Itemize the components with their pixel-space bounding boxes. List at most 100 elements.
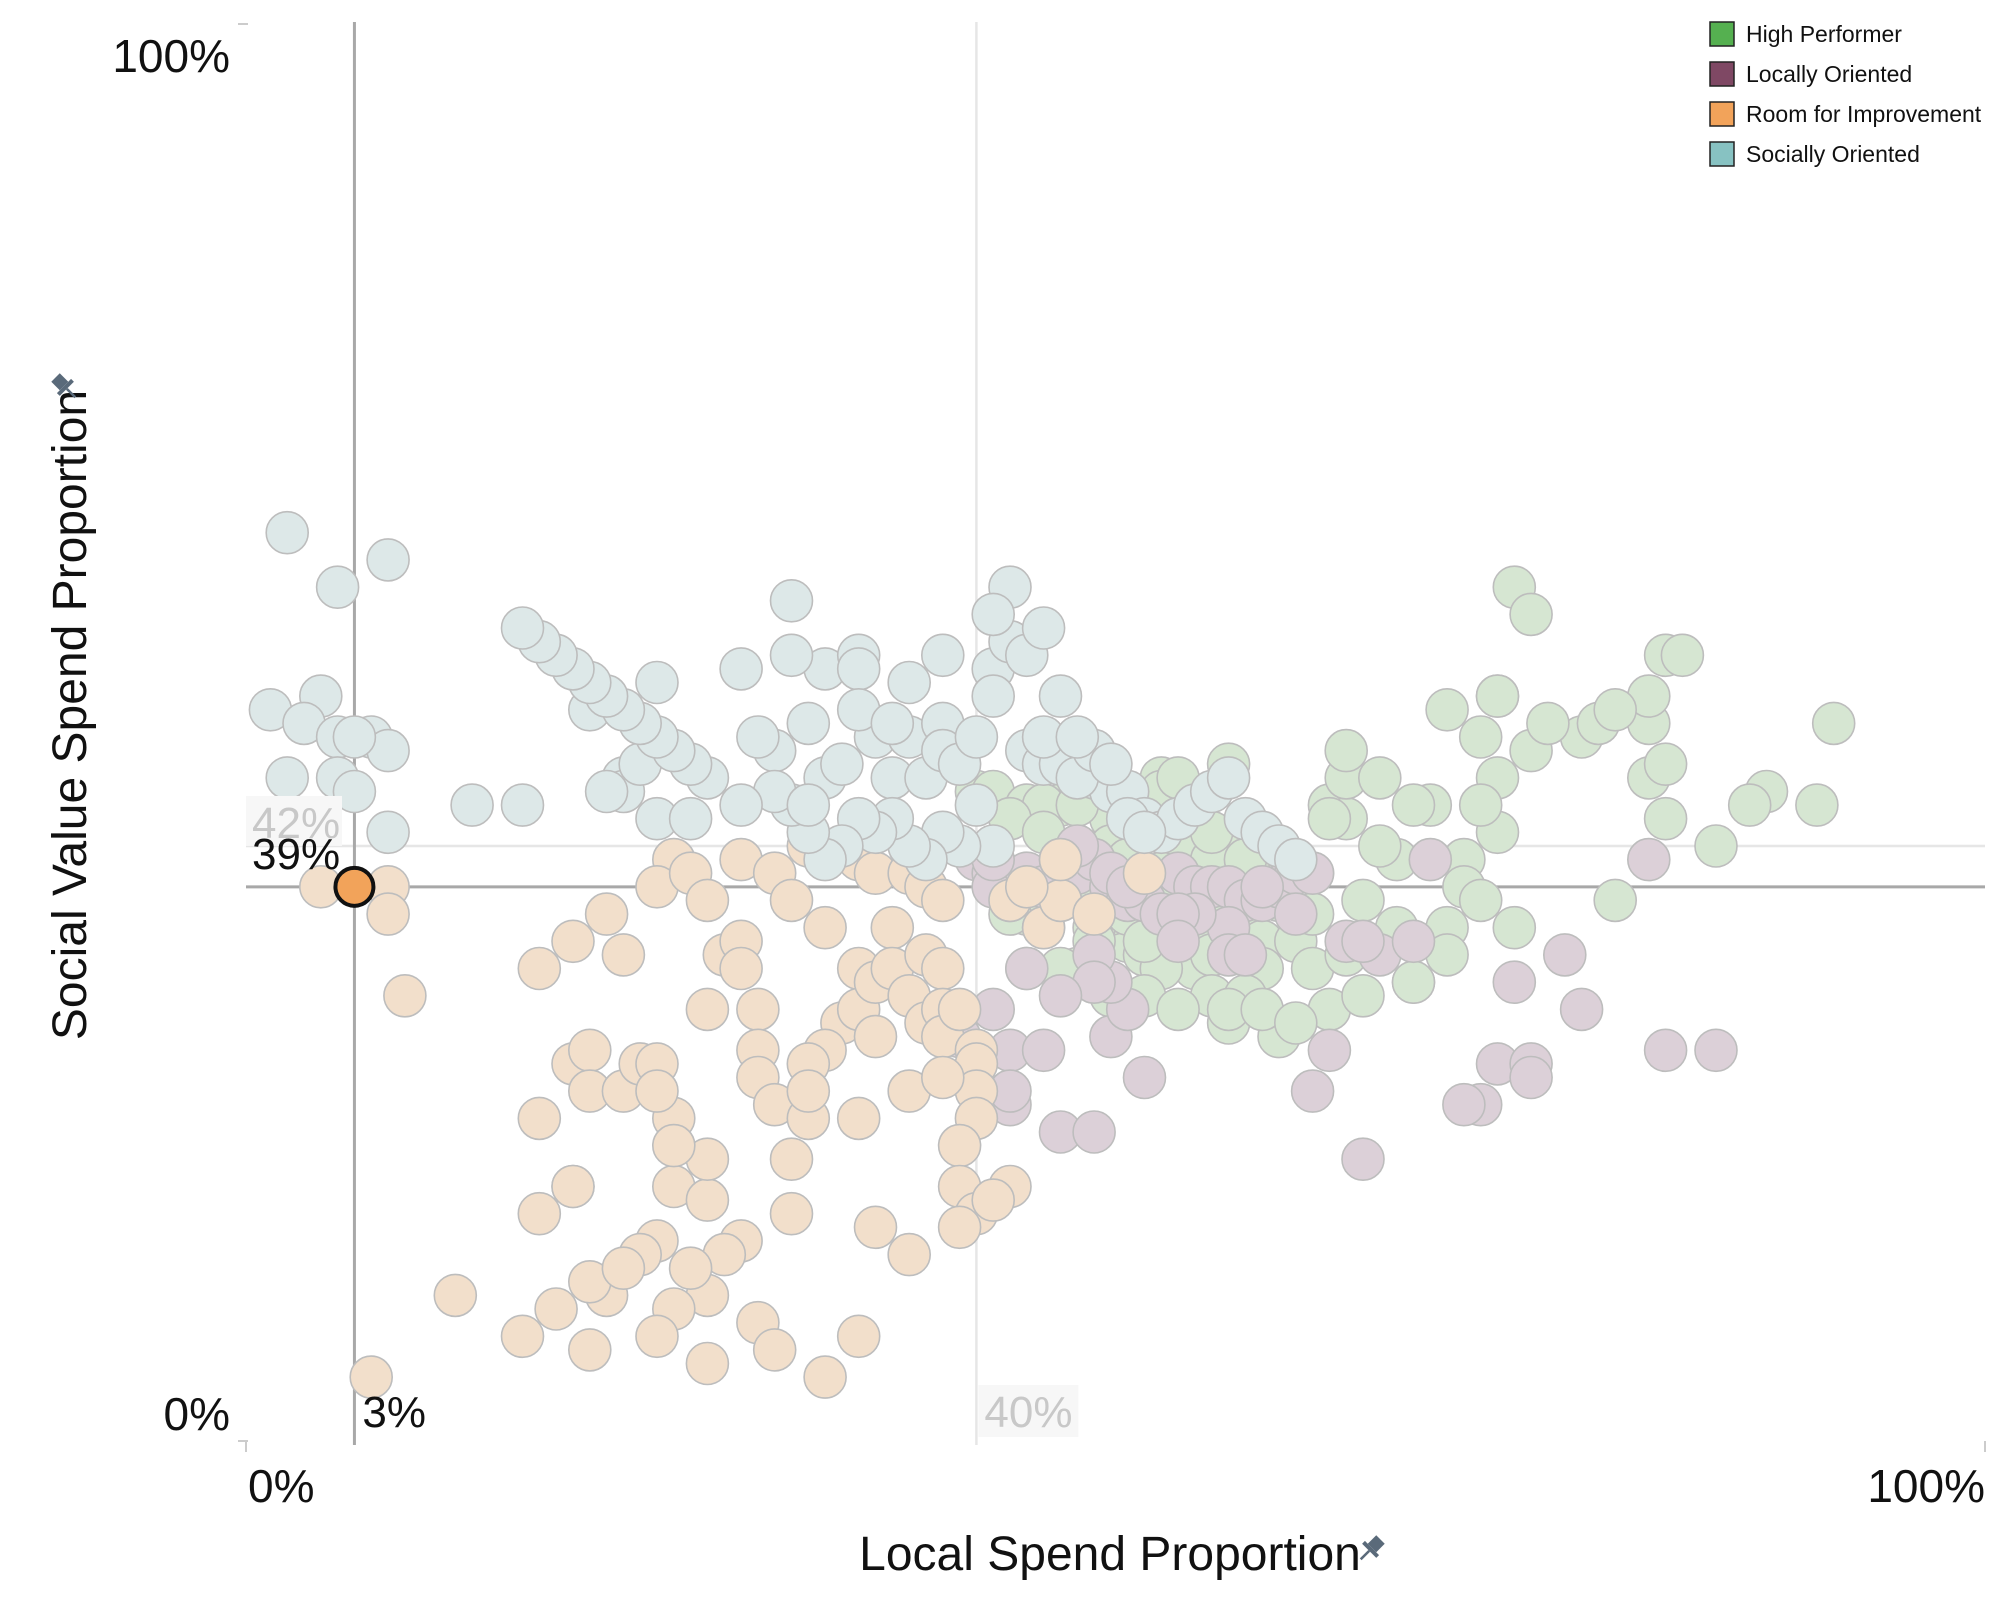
high-performer-point [1694,824,1738,868]
locally-oriented-point [1072,1110,1116,1154]
socially-oriented-point [1274,837,1318,882]
room-for-improvement-point [870,905,915,950]
highlight-point-group [333,865,376,908]
room-for-improvement-point [853,1205,898,1250]
high-performer-point [1274,1001,1318,1045]
room-for-improvement-point [349,1355,394,1399]
room-for-improvement-point [786,1069,831,1113]
room-for-improvement-point [534,1287,578,1331]
x-axis-title: Local Spend Proportion [859,1528,1361,1581]
room-for-improvement-point [836,1096,881,1141]
high-performer-point [1795,783,1839,827]
room-for-improvement-point [1038,837,1083,882]
socially-oriented-point [1089,742,1133,787]
y-tick-label: 0% [164,1388,230,1440]
room-for-improvement-point [517,1191,562,1236]
socially-oriented-point [668,796,713,841]
high-performer-point [1492,905,1537,950]
highlighted-point [333,865,376,908]
locally-oriented-point [1307,1028,1352,1073]
legend-swatch-high-performer [1709,21,1735,47]
socially-oriented-point [366,810,410,855]
socially-oriented-point [500,783,545,827]
x-axis-pin-icon [1359,1535,1385,1561]
room-for-improvement-point [551,919,595,964]
room-for-improvement-point [920,946,965,991]
locally-oriented-point [1492,960,1537,1005]
locally-oriented-point [1341,919,1385,964]
high-performer-point [1593,687,1637,732]
socially-oriented-point [1038,674,1083,718]
room-for-improvement-point [887,1232,932,1277]
socially-oriented-point [265,510,310,555]
locally-oriented-point [1543,933,1587,977]
legend-label-high-performer: High Performer [1746,21,1902,47]
socially-oriented-point [971,592,1016,637]
locally-oriented-point [1643,1028,1688,1073]
locally-oriented-point [1240,864,1284,909]
socially-oriented-point [887,660,932,705]
legend-swatch-socially-oriented [1709,141,1735,167]
high-performer-point [1391,960,1436,1005]
high-performer-point [1727,783,1772,827]
high-performer-point [1475,674,1520,718]
socially-oriented-point [786,701,831,746]
locally-oriented-point [1408,837,1453,882]
socially-oriented-point [954,783,999,827]
socially-oriented-point [1122,810,1167,855]
room-for-improvement-point [601,933,646,977]
high-performer-point [1358,824,1402,868]
high-performer-point [1593,878,1637,923]
room-for-improvement-point [668,1246,713,1290]
locally-oriented-point [1391,919,1436,964]
room-for-improvement-point [1072,892,1116,936]
room-for-improvement-point [937,987,982,1032]
high-performer-point [1156,987,1200,1032]
room-for-improvement-point [803,905,847,950]
x-tick-label: 0% [248,1460,314,1512]
room-for-improvement-point [635,1069,679,1113]
room-for-improvement-point [651,1123,696,1168]
locally-oriented-point [1694,1028,1738,1073]
locally-oriented-point [1290,1069,1335,1113]
socially-oriented-point [820,742,864,787]
socially-oriented-point [500,606,545,650]
socially-oriented-point [836,647,881,691]
socially-oriented-point [1206,756,1251,800]
highlight-x-label: 3% [362,1388,426,1437]
room-for-improvement-point [433,1273,478,1318]
high-performer-point [1643,742,1688,787]
socially-oriented-point [719,783,763,827]
high-performer-point [1811,701,1856,746]
room-for-improvement-point [685,987,730,1032]
room-for-improvement-point [551,1164,595,1209]
socially-oriented-point [954,715,999,759]
room-for-improvement-point [853,1014,898,1059]
room-for-improvement-point [752,1328,797,1372]
tick-and-reference-labels: 42% 40% 39% 3% 0% 100% 0% 100% [112,30,1985,1512]
legend-label-locally-oriented: Locally Oriented [1746,61,1912,87]
high-performer-point [1307,796,1352,841]
locally-oriented-point [1341,1137,1385,1181]
room-for-improvement-point [685,1178,730,1222]
socially-oriented-point [332,715,377,759]
high-performer-point [1358,756,1402,800]
legend-label-socially-oriented: Socially Oriented [1746,141,1920,167]
room-for-improvement-point [567,1328,612,1372]
high-performer-point [1324,728,1368,773]
socially-oriented-point [584,769,629,814]
room-for-improvement-point [769,1191,814,1236]
scatter-points [248,510,1856,1399]
socially-oriented-point [786,783,831,827]
high-performer-point [1660,633,1705,678]
locally-oriented-point [1156,919,1200,964]
locally-oriented-point [1442,1082,1486,1127]
room-for-improvement-point [971,1178,1016,1222]
room-for-improvement-point [719,946,763,991]
locally-oriented-point [1627,837,1671,882]
high-performer-point [1458,783,1503,827]
legend: High Performer Locally Oriented Room for I… [1709,21,1982,167]
high-performer-point [1425,687,1469,732]
room-for-improvement-point [517,1096,562,1141]
